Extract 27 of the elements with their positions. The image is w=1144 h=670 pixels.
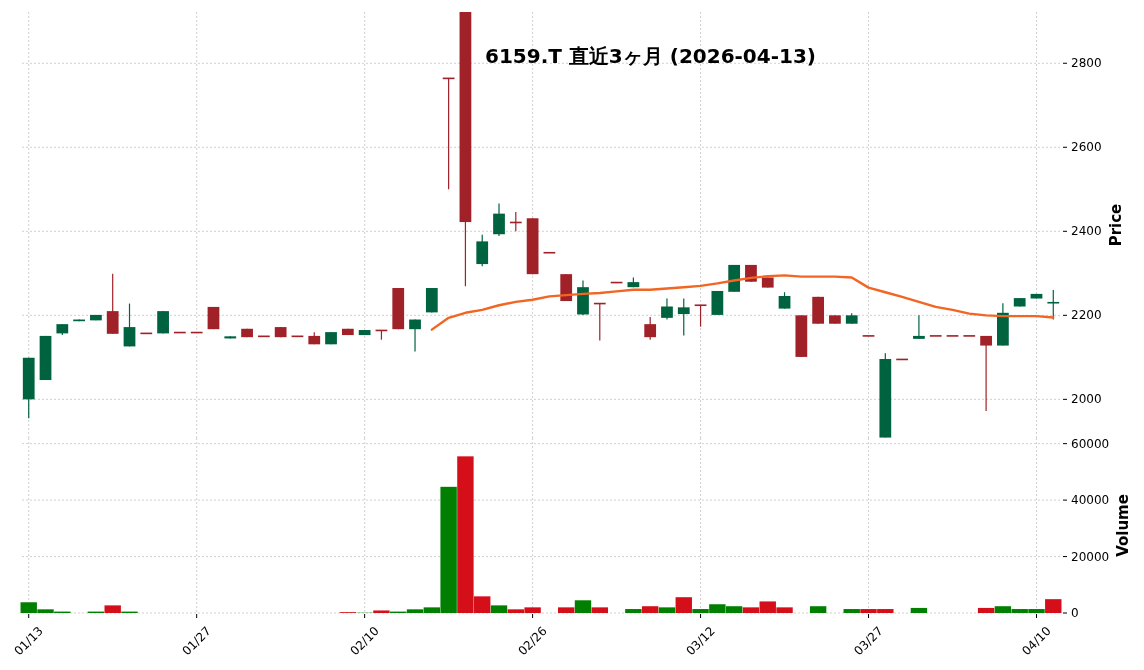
y-tick-label: 40000 (1071, 493, 1110, 508)
bar (490, 605, 508, 613)
bar (843, 609, 860, 613)
y-tick-label: 2200 (1071, 308, 1102, 323)
text: 6159.T 直近3ヶ月 (2026-04-13) (485, 44, 816, 68)
bar (104, 605, 121, 613)
y-tick-label: 2600 (1071, 140, 1102, 155)
bar (625, 609, 642, 613)
y-tick-label: 0 (1071, 606, 1079, 620)
y-tick-label: 2000 (1071, 392, 1102, 407)
y-tick-label: 20000 (1071, 549, 1110, 564)
y-tick-label: 2400 (1071, 224, 1102, 239)
y-axis-title: Price (1106, 203, 1125, 247)
y-tick-label: 60000 (1071, 436, 1110, 451)
bar (809, 606, 827, 613)
bar (675, 597, 692, 613)
bar (658, 607, 676, 613)
bar (591, 607, 608, 613)
bar (910, 607, 928, 613)
y-axis-title: Volume (1114, 494, 1133, 557)
bar (574, 600, 592, 613)
bar (977, 607, 995, 613)
bar (1045, 599, 1062, 613)
bar (641, 606, 659, 613)
bar (558, 607, 575, 613)
bar (373, 610, 390, 613)
y-tick-label: 2800 (1071, 56, 1102, 71)
